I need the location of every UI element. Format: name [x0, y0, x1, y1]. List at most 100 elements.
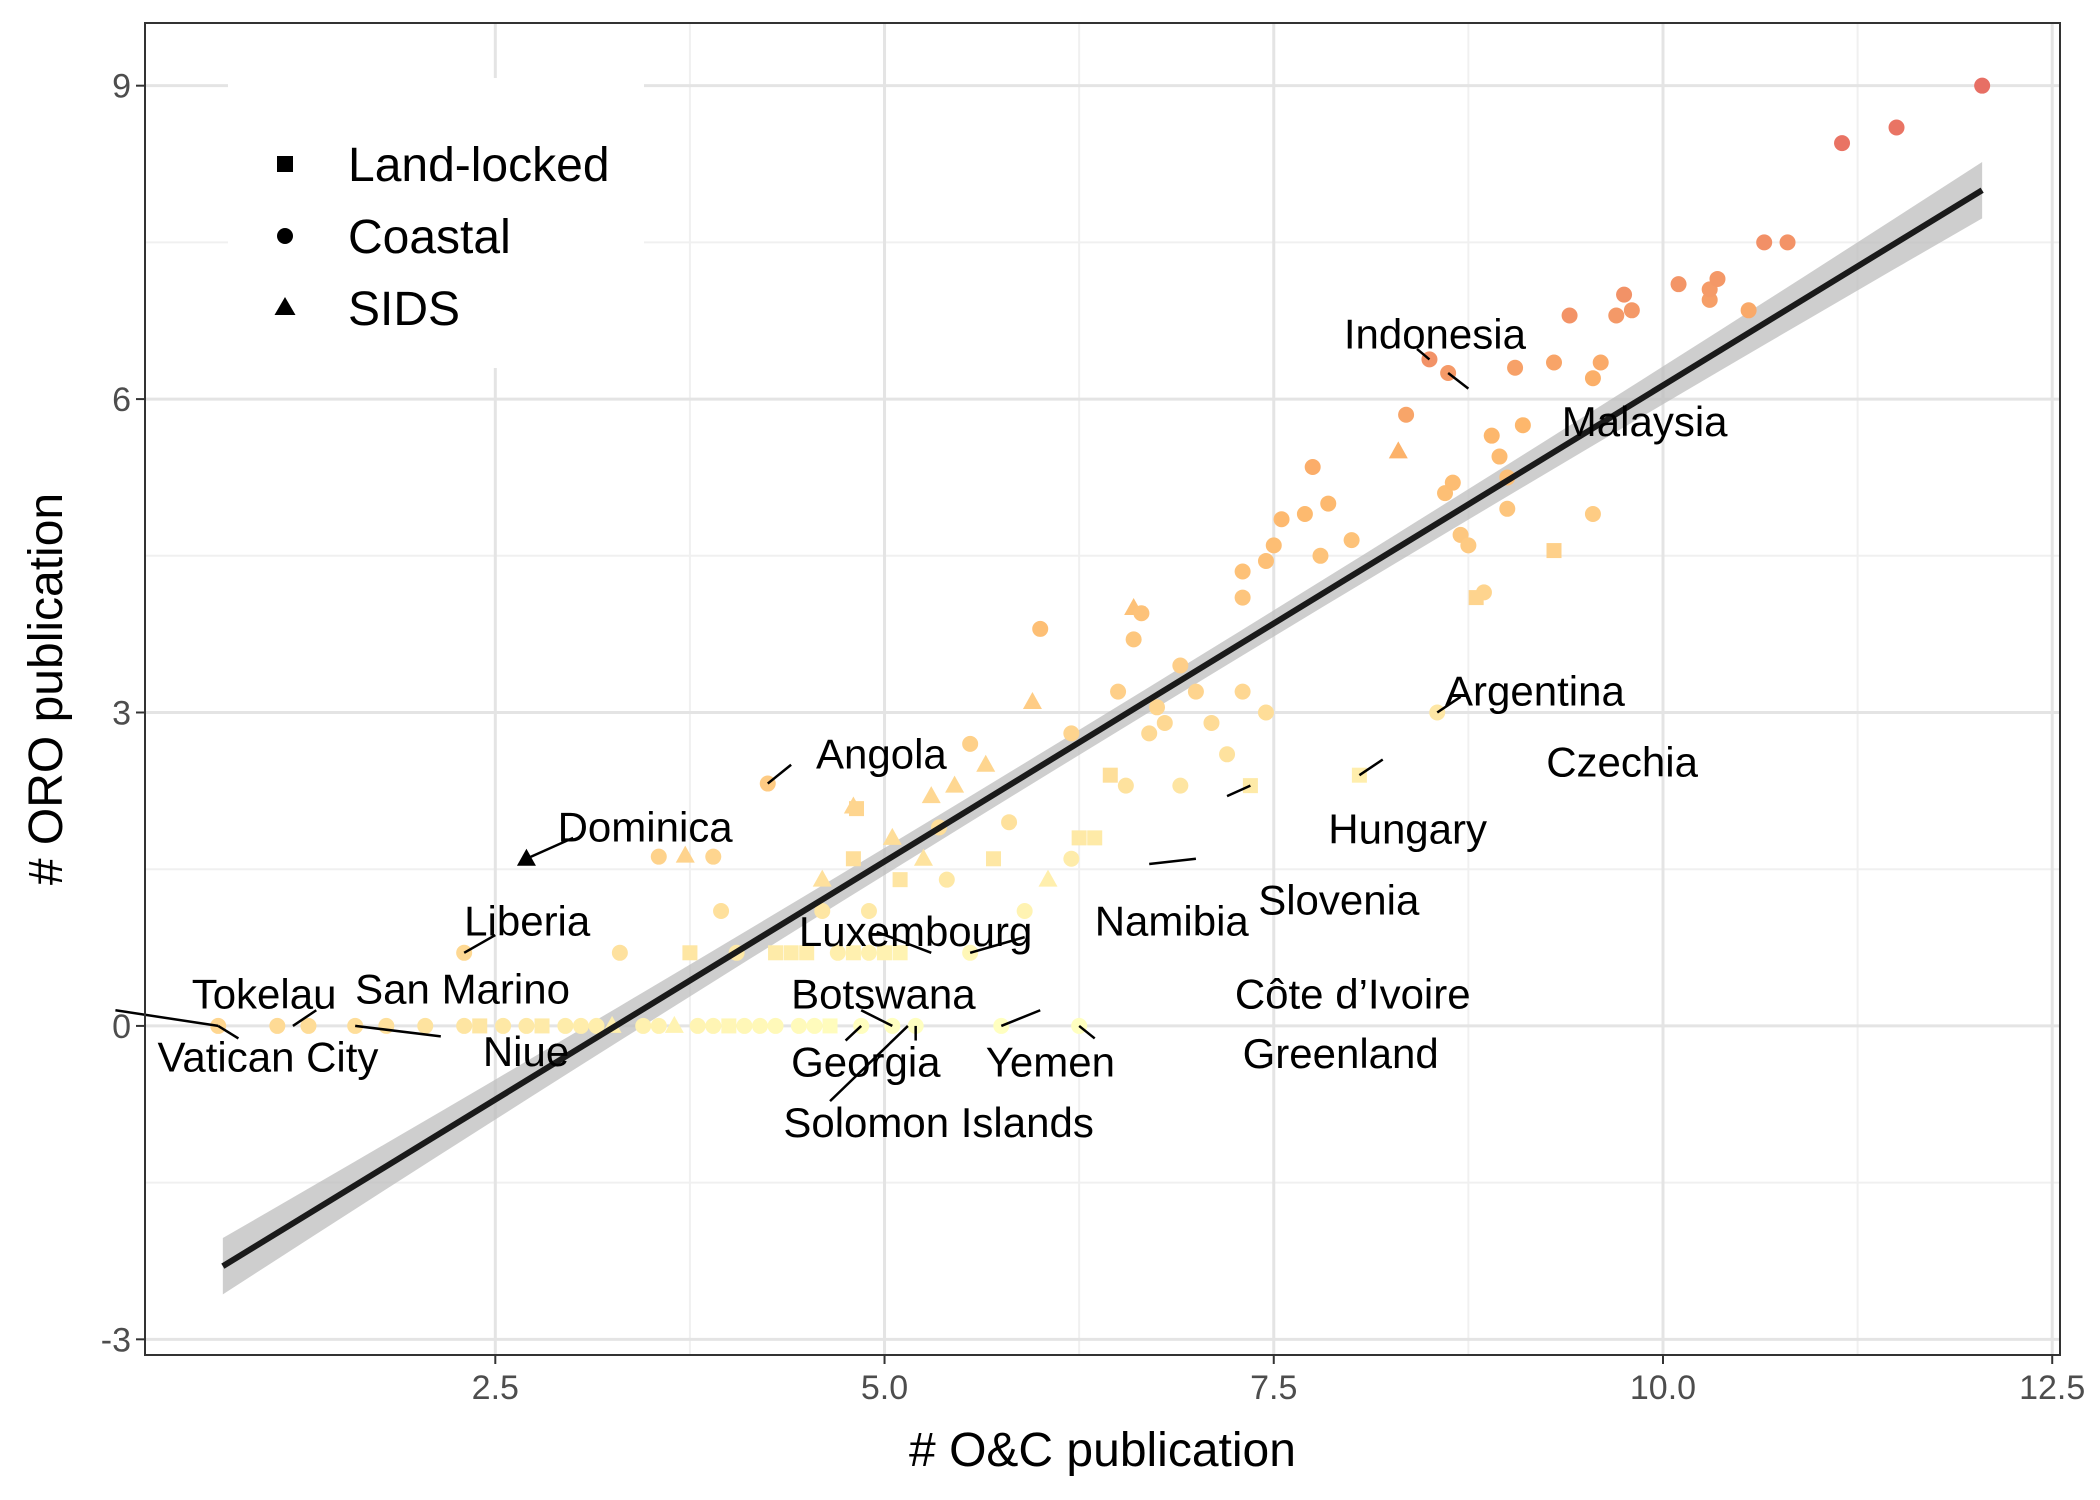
annotation-leader — [969, 935, 1025, 954]
point-sids — [664, 1015, 684, 1033]
point-land-locked — [682, 945, 698, 961]
point-coastal — [938, 871, 955, 888]
annotation-leader — [829, 1025, 909, 1103]
point-coastal — [300, 1017, 317, 1034]
y-tick-label: 3 — [112, 695, 131, 733]
point-coastal — [1172, 657, 1189, 674]
point-coastal — [1304, 459, 1321, 475]
point-coastal — [1460, 537, 1477, 554]
point-coastal — [1584, 506, 1601, 523]
legend-circle-icon — [277, 228, 293, 244]
annotation-label: Solomon Islands — [783, 1099, 1094, 1146]
annotation-label: Czechia — [1546, 739, 1698, 786]
annotation-label: Namibia — [1095, 897, 1250, 944]
point-coastal — [650, 848, 667, 865]
point-coastal — [1546, 354, 1563, 371]
point-coastal — [1172, 777, 1189, 794]
point-coastal — [1063, 725, 1080, 742]
point-coastal — [1257, 704, 1274, 721]
point-land-locked — [845, 851, 861, 867]
point-sids — [1388, 441, 1408, 459]
annotation-leader — [355, 1024, 441, 1038]
point-coastal — [1343, 532, 1360, 549]
legend-label-coastal: Coastal — [348, 211, 511, 264]
point-coastal — [1670, 276, 1687, 293]
annotation-label: Côte d’Ivoire — [1235, 971, 1471, 1018]
annotation-leader — [292, 1009, 317, 1027]
point-coastal — [806, 1017, 823, 1034]
annotation-label: Indonesia — [1344, 310, 1527, 357]
point-coastal — [1483, 427, 1500, 444]
point-coastal — [1592, 354, 1609, 371]
annotation-label: Hungary — [1328, 806, 1487, 853]
point-coastal — [1234, 563, 1251, 580]
annotation-label: Niue — [483, 1028, 569, 1075]
point-coastal — [1257, 553, 1274, 570]
point-coastal — [1475, 584, 1492, 601]
point-coastal — [713, 903, 730, 919]
data-points — [210, 77, 1991, 1034]
annotation-leader — [1416, 347, 1431, 361]
point-coastal — [751, 1017, 768, 1034]
annotation-leader — [766, 763, 792, 785]
point-coastal — [1032, 620, 1049, 637]
annotation-leader — [217, 1024, 240, 1040]
annotation-leader — [115, 1009, 219, 1028]
legend-label-land-locked: Land-locked — [348, 139, 610, 192]
point-coastal — [269, 1017, 286, 1034]
x-tick-label: 10.0 — [1630, 1369, 1696, 1407]
point-land-locked — [721, 1018, 737, 1034]
point-coastal — [456, 1017, 473, 1034]
annotation-leader — [1078, 1024, 1096, 1040]
y-tick-label: 0 — [112, 1008, 131, 1046]
annotation-label: Slovenia — [1258, 877, 1420, 924]
regression-line-group — [221, 187, 1984, 1269]
point-coastal — [1273, 511, 1290, 528]
point-coastal — [689, 1017, 706, 1034]
annotation-label: Angola — [816, 730, 947, 777]
point-land-locked — [849, 801, 865, 817]
point-coastal — [518, 1017, 535, 1034]
point-coastal — [1234, 683, 1251, 700]
point-land-locked — [534, 1018, 550, 1034]
point-coastal — [1499, 500, 1516, 517]
annotation-labels: Tokelau San Marino Vatican City Niue Liberia… — [157, 310, 1728, 1146]
legend-square-icon — [277, 156, 293, 172]
point-coastal — [611, 944, 628, 961]
point-coastal — [1063, 850, 1080, 867]
x-tick-label: 7.5 — [1250, 1369, 1297, 1407]
x-tick-label: 5.0 — [861, 1369, 908, 1407]
annotation-leader — [463, 933, 496, 954]
x-axis-ticks: 2.5 5.0 7.5 10.0 12.5 — [472, 1355, 2085, 1407]
point-coastal — [1001, 814, 1018, 831]
legend-label-sids: SIDS — [348, 283, 460, 336]
annotation-label: Dominica — [558, 803, 734, 850]
y-axis-ticks: -3 0 3 6 9 — [101, 68, 145, 1359]
annotation-leader — [860, 1009, 893, 1028]
point-land-locked — [1071, 830, 1087, 846]
point-coastal — [790, 1017, 807, 1034]
point-coastal — [1584, 370, 1601, 387]
point-coastal — [1320, 495, 1337, 512]
point-sids — [913, 848, 933, 866]
point-coastal — [1148, 699, 1165, 716]
point-coastal — [1888, 119, 1905, 136]
y-tick-label: 9 — [112, 68, 131, 106]
point-coastal — [1616, 286, 1633, 303]
point-land-locked — [799, 945, 815, 961]
annotation-label: Tokelau — [192, 971, 337, 1018]
point-coastal — [1444, 474, 1461, 491]
point-coastal — [650, 1017, 667, 1034]
point-sids — [516, 848, 536, 866]
annotation-leader — [1436, 695, 1462, 714]
x-tick-label: 12.5 — [2019, 1369, 2085, 1407]
point-coastal — [1398, 406, 1415, 423]
point-coastal — [1709, 270, 1726, 287]
point-sids — [675, 845, 695, 863]
annotation-label: Luxembourg — [799, 908, 1032, 955]
annotation-leader — [1000, 1009, 1041, 1028]
point-land-locked — [1546, 543, 1562, 559]
point-coastal — [1016, 903, 1033, 919]
y-tick-label: -3 — [101, 1321, 131, 1359]
legend: Land-locked Coastal SIDS — [228, 78, 644, 368]
